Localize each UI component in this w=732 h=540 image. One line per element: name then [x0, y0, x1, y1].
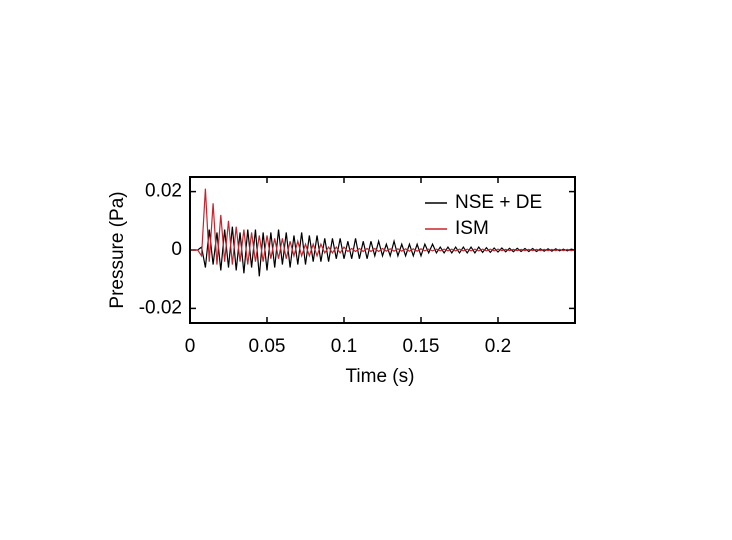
- x-tick-label: 0.2: [485, 336, 511, 357]
- series-line: [190, 188, 576, 265]
- series-line: [190, 226, 576, 277]
- legend-label: NSE + DE: [455, 192, 542, 213]
- legend-label: ISM: [455, 218, 489, 239]
- y-tick-label: -0.02: [139, 297, 182, 318]
- x-tick-label: 0.15: [403, 336, 440, 357]
- y-axis-label: Pressure (Pa): [107, 191, 128, 308]
- y-tick-label: 0.02: [145, 181, 182, 202]
- x-tick-label: 0.1: [331, 336, 357, 357]
- x-axis-label: Time (s): [346, 366, 415, 387]
- plot-frame: [189, 176, 576, 324]
- x-tick-label: 0: [185, 336, 196, 357]
- y-tick-label: 0: [171, 239, 182, 260]
- x-tick-label: 0.05: [249, 336, 286, 357]
